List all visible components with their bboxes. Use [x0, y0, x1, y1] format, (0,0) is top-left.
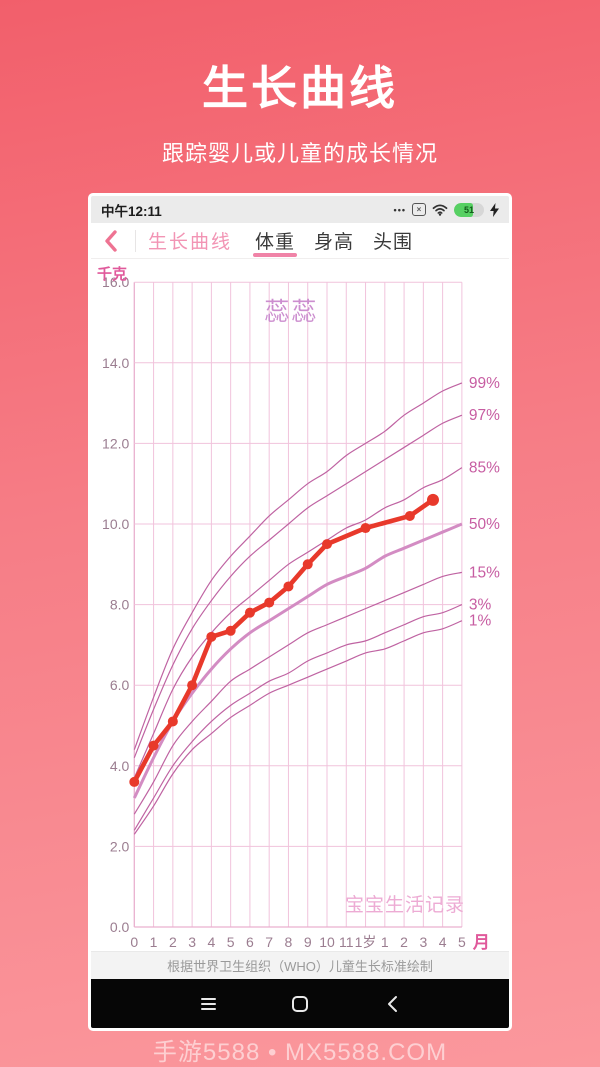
svg-text:3%: 3%: [469, 597, 492, 614]
svg-text:1: 1: [381, 934, 389, 950]
android-back-button[interactable]: [380, 992, 404, 1016]
no-sim-icon: ×: [412, 203, 426, 216]
app-nav-bar: 生长曲线 体重 身高 头围: [91, 223, 509, 259]
svg-text:99%: 99%: [469, 375, 500, 392]
menu-icon: [200, 997, 216, 1010]
svg-text:3: 3: [419, 934, 427, 950]
svg-text:6.0: 6.0: [110, 677, 130, 693]
charging-bolt-icon: [490, 202, 499, 217]
battery-fill: [454, 202, 473, 217]
svg-text:3: 3: [188, 934, 196, 950]
svg-text:7: 7: [265, 934, 273, 950]
svg-text:4: 4: [207, 934, 215, 950]
page-title: 生长曲线: [202, 62, 398, 114]
svg-text:4.0: 4.0: [110, 758, 130, 774]
status-bar: 中午12:11 ••• × 51: [91, 196, 509, 223]
svg-text:2: 2: [169, 934, 177, 950]
chart-footer-note: 根据世界卫生组织（WHO）儿童生长标准绘制: [91, 951, 509, 979]
back-chevron-icon: [105, 229, 117, 252]
svg-text:1%: 1%: [469, 613, 492, 630]
svg-text:0: 0: [130, 934, 138, 950]
menu-button[interactable]: [196, 992, 220, 1016]
nav-divider: [135, 229, 136, 252]
svg-text:11: 11: [339, 934, 354, 950]
android-back-icon: [388, 995, 397, 1012]
more-options-dots-icon: •••: [393, 204, 406, 215]
svg-text:14.0: 14.0: [102, 355, 129, 371]
svg-text:9: 9: [304, 934, 312, 950]
svg-text:6: 6: [246, 934, 254, 950]
svg-text:97%: 97%: [469, 407, 500, 424]
svg-text:8: 8: [285, 934, 293, 950]
back-button[interactable]: [103, 227, 129, 255]
tab-bar: 体重 身高 头围: [253, 223, 414, 259]
svg-text:千克: 千克: [97, 265, 127, 283]
svg-text:85%: 85%: [469, 460, 500, 477]
svg-text:1岁: 1岁: [355, 934, 377, 950]
svg-text:2: 2: [400, 934, 408, 950]
site-watermark: 手游5588 • MX5588.COM: [152, 1039, 448, 1066]
svg-text:宝宝生活记录: 宝宝生活记录: [345, 894, 465, 916]
wifi-icon: [432, 204, 448, 216]
svg-text:月: 月: [472, 933, 490, 951]
android-nav-bar: [91, 979, 509, 1028]
svg-text:10.0: 10.0: [102, 516, 129, 532]
home-icon: [292, 995, 308, 1012]
phone-frame: 中午12:11 ••• × 51 生长曲线: [88, 193, 512, 1031]
svg-text:1: 1: [150, 934, 158, 950]
svg-text:4: 4: [439, 934, 447, 950]
battery-indicator: 51: [454, 202, 484, 217]
svg-text:50%: 50%: [469, 516, 500, 533]
svg-text:0.0: 0.0: [110, 919, 130, 935]
page-subtitle: 跟踪婴儿或儿童的成长情况: [161, 141, 438, 166]
svg-text:5: 5: [458, 934, 466, 950]
page-header: 生长曲线 跟踪婴儿或儿童的成长情况: [0, 52, 600, 168]
svg-text:16.0: 16.0: [102, 274, 129, 290]
svg-text:2.0: 2.0: [110, 838, 130, 854]
battery-percent: 51: [463, 204, 474, 215]
tab-weight[interactable]: 体重: [253, 223, 298, 259]
chart-area: 蕊蕊宝宝生活记录 99% 97% 85% 50% 15% 3% 1% 0.0 2.0 4.0 6.0 8…: [91, 259, 509, 952]
svg-text:8.0: 8.0: [110, 597, 130, 613]
svg-text:蕊蕊: 蕊蕊: [264, 298, 318, 326]
tab-head-circumference[interactable]: 头围: [373, 232, 414, 253]
svg-text:10: 10: [319, 934, 335, 950]
svg-text:5: 5: [227, 934, 235, 950]
svg-text:15%: 15%: [469, 564, 500, 581]
tab-height[interactable]: 身高: [314, 232, 355, 253]
status-time: 中午12:11: [101, 203, 162, 219]
app-title: 生长曲线: [148, 232, 233, 253]
home-button[interactable]: [288, 992, 312, 1016]
svg-text:12.0: 12.0: [102, 435, 129, 451]
